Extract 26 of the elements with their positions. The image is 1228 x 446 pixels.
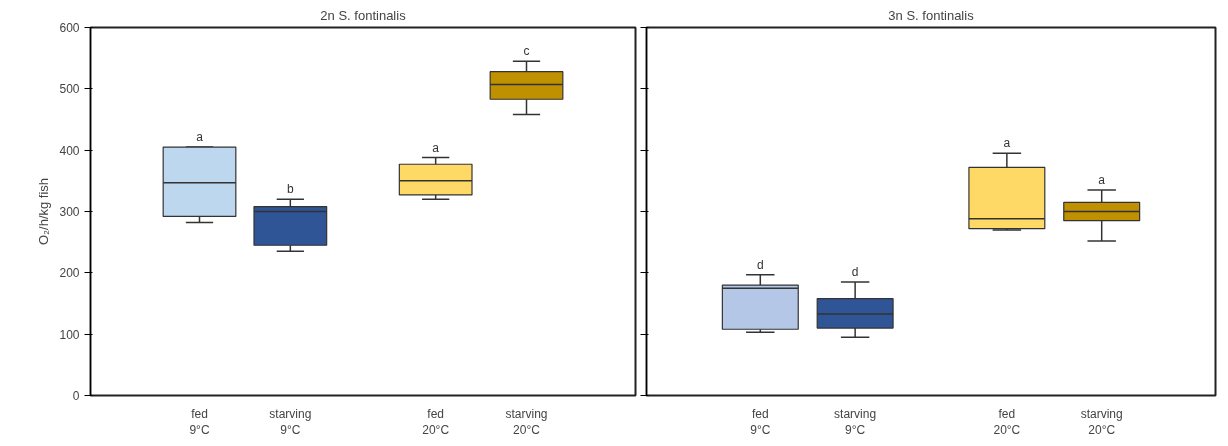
annotation: a: [1003, 136, 1011, 151]
x-tick-label: fed 20°C: [993, 406, 1021, 438]
x-tick-label: starving 9°C: [834, 406, 877, 438]
y-tick-label: 400: [59, 143, 80, 158]
x-tick-label: fed 20°C: [422, 406, 450, 438]
chart-title: 3n S. fontinalis: [888, 7, 975, 23]
annotation: a: [432, 140, 440, 155]
x-tick-label: starving 20°C: [505, 406, 548, 438]
x-tick-label: starving 20°C: [1080, 406, 1123, 438]
annotation: d: [756, 257, 764, 272]
y-tick-label: 0: [72, 389, 80, 403]
x-tick-label: starving 9°C: [269, 406, 312, 438]
y-tick-label: 100: [59, 327, 80, 342]
x-tick-label: fed 9°C: [189, 406, 210, 438]
annotation: b: [287, 182, 294, 197]
x-tick-label: fed 9°C: [750, 406, 771, 438]
y-tick-label: 200: [59, 266, 80, 281]
y-axis-title: O₂/h/kg fish: [36, 177, 52, 246]
y-tick-label: 300: [59, 205, 80, 219]
annotation: a: [196, 130, 204, 145]
annotation: c: [523, 44, 530, 59]
annotation: a: [1098, 173, 1106, 188]
y-tick-label: 600: [59, 21, 80, 35]
y-tick-label: 500: [59, 82, 80, 97]
annotation: d: [851, 265, 859, 280]
chart-title: 2n S. fontinalis: [320, 7, 407, 23]
